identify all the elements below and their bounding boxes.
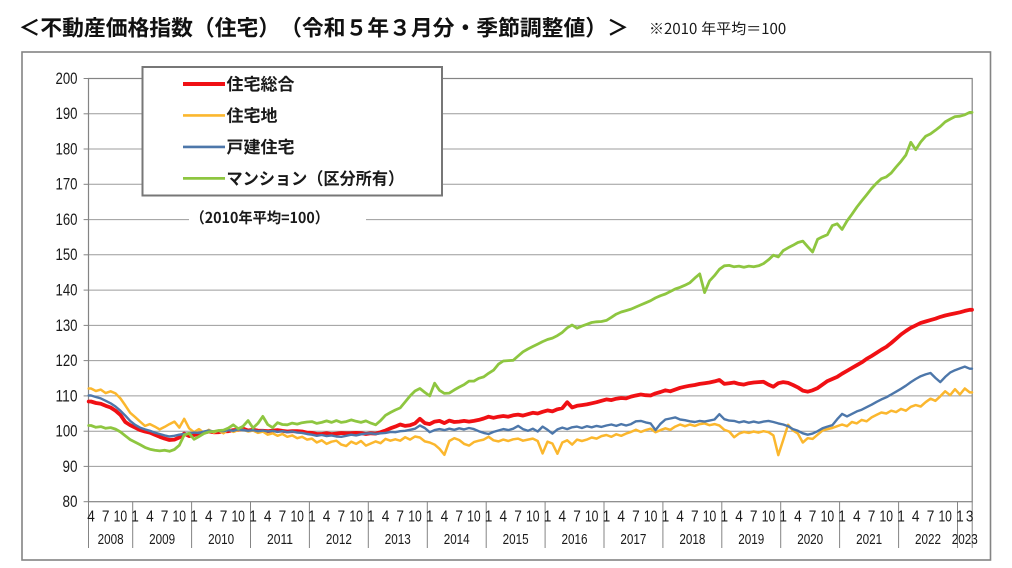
svg-text:160: 160	[56, 211, 78, 229]
svg-text:1: 1	[544, 509, 552, 526]
svg-text:10: 10	[938, 509, 952, 526]
svg-text:180: 180	[56, 140, 78, 158]
svg-text:80: 80	[63, 493, 78, 511]
svg-text:7: 7	[161, 509, 169, 526]
svg-text:4: 4	[382, 509, 390, 526]
svg-text:7: 7	[396, 509, 404, 526]
svg-text:10: 10	[821, 509, 835, 526]
svg-text:2021: 2021	[856, 532, 882, 548]
svg-text:10: 10	[644, 509, 658, 526]
svg-text:7: 7	[279, 509, 287, 526]
svg-text:1: 1	[426, 509, 434, 526]
svg-text:120: 120	[56, 352, 78, 370]
svg-text:1: 1	[603, 509, 611, 526]
svg-text:7: 7	[514, 509, 522, 526]
svg-text:2012: 2012	[326, 532, 352, 548]
svg-text:2023: 2023	[952, 532, 978, 548]
svg-text:10: 10	[585, 509, 599, 526]
svg-text:2008: 2008	[98, 532, 124, 548]
svg-text:10: 10	[349, 509, 363, 526]
svg-text:150: 150	[56, 246, 78, 264]
svg-text:2013: 2013	[385, 532, 411, 548]
svg-text:130: 130	[56, 317, 78, 335]
svg-text:7: 7	[632, 509, 640, 526]
svg-text:7: 7	[573, 509, 581, 526]
svg-text:10: 10	[408, 509, 422, 526]
svg-text:4: 4	[500, 509, 508, 526]
svg-text:1: 1	[721, 509, 729, 526]
svg-text:4: 4	[146, 509, 154, 526]
svg-text:140: 140	[56, 282, 78, 300]
svg-text:4: 4	[617, 509, 625, 526]
svg-text:4: 4	[205, 509, 213, 526]
svg-text:4: 4	[676, 509, 684, 526]
svg-text:10: 10	[114, 509, 128, 526]
svg-text:2017: 2017	[620, 532, 646, 548]
svg-text:1: 1	[662, 509, 670, 526]
svg-text:2015: 2015	[503, 532, 529, 548]
svg-text:10: 10	[762, 509, 776, 526]
svg-text:2019: 2019	[738, 532, 764, 548]
svg-text:4: 4	[264, 509, 272, 526]
svg-text:7: 7	[868, 509, 876, 526]
svg-text:10: 10	[173, 509, 187, 526]
svg-text:200: 200	[56, 70, 78, 88]
svg-text:4: 4	[853, 509, 861, 526]
svg-text:2022: 2022	[915, 532, 941, 548]
svg-text:1: 1	[249, 509, 257, 526]
svg-text:4: 4	[87, 509, 95, 526]
svg-text:1: 1	[367, 509, 375, 526]
svg-text:1: 1	[956, 509, 964, 526]
svg-text:190: 190	[56, 105, 78, 123]
svg-text:10: 10	[290, 509, 304, 526]
svg-text:7: 7	[809, 509, 817, 526]
svg-text:7: 7	[220, 509, 228, 526]
svg-text:10: 10	[526, 509, 540, 526]
svg-text:7: 7	[691, 509, 699, 526]
svg-text:4: 4	[912, 509, 920, 526]
svg-text:7: 7	[455, 509, 463, 526]
svg-text:1: 1	[779, 509, 787, 526]
svg-text:3: 3	[966, 509, 974, 526]
svg-text:4: 4	[735, 509, 743, 526]
svg-text:7: 7	[338, 509, 346, 526]
svg-text:1: 1	[308, 509, 316, 526]
svg-text:2016: 2016	[562, 532, 588, 548]
svg-text:4: 4	[441, 509, 449, 526]
svg-text:4: 4	[323, 509, 331, 526]
svg-text:1: 1	[897, 509, 905, 526]
svg-text:110: 110	[56, 387, 78, 405]
svg-text:2009: 2009	[149, 532, 175, 548]
svg-text:170: 170	[56, 176, 78, 194]
svg-text:7: 7	[750, 509, 758, 526]
svg-text:2014: 2014	[444, 532, 470, 548]
svg-text:7: 7	[102, 509, 110, 526]
svg-text:10: 10	[467, 509, 481, 526]
svg-text:1: 1	[838, 509, 846, 526]
svg-text:1: 1	[485, 509, 493, 526]
svg-text:7: 7	[927, 509, 935, 526]
svg-text:2020: 2020	[797, 532, 823, 548]
svg-text:4: 4	[559, 509, 567, 526]
svg-text:1: 1	[131, 509, 139, 526]
svg-text:2010: 2010	[208, 532, 234, 548]
svg-text:10: 10	[880, 509, 894, 526]
svg-text:10: 10	[231, 509, 245, 526]
svg-text:10: 10	[703, 509, 717, 526]
svg-text:4: 4	[794, 509, 802, 526]
svg-text:90: 90	[63, 458, 78, 476]
svg-text:100: 100	[56, 423, 78, 441]
svg-text:2018: 2018	[679, 532, 705, 548]
svg-text:2011: 2011	[267, 532, 293, 548]
svg-text:1: 1	[190, 509, 198, 526]
